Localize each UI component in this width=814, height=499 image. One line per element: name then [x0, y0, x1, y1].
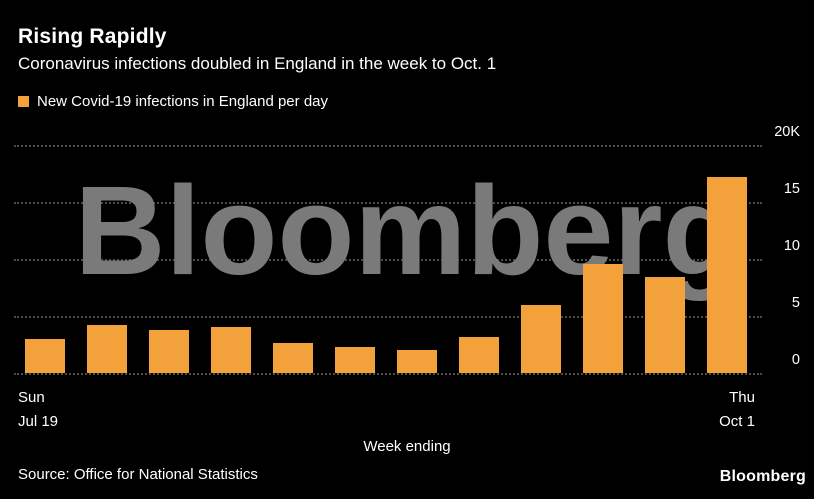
bar — [707, 176, 747, 373]
bar — [459, 336, 499, 373]
gridline — [14, 316, 762, 318]
gridline — [14, 145, 762, 147]
gridline — [14, 259, 762, 261]
bar — [335, 346, 375, 373]
bar — [397, 350, 437, 373]
y-axis-tick-label: 10 — [783, 238, 800, 254]
bloomberg-watermark: Bloomberg — [74, 160, 740, 301]
x-axis-first-tick-date: Jul 19 — [18, 413, 59, 430]
y-axis-tick-label: 20K — [774, 124, 800, 140]
bar — [273, 343, 313, 373]
gridline — [14, 202, 762, 204]
x-axis-first-tick-day: Sun — [18, 389, 45, 406]
bar-series — [25, 145, 747, 373]
chart-title: Rising Rapidly — [18, 25, 167, 48]
y-axis-tick-label: 0 — [791, 352, 800, 368]
legend: New Covid-19 infections in England per d… — [18, 93, 328, 110]
x-axis-last-tick: Thu Oct 1 — [719, 386, 755, 434]
bar — [211, 327, 251, 373]
source-attribution: Source: Office for National Statistics — [18, 466, 258, 483]
x-axis-first-tick: Sun Jul 19 — [18, 386, 58, 434]
y-axis-tick-label: 15 — [783, 181, 800, 197]
x-axis-last-tick-date: Oct 1 — [719, 413, 755, 430]
bar — [645, 277, 685, 373]
bar — [149, 329, 189, 373]
plot-area — [14, 145, 762, 375]
bloomberg-logo: Bloomberg — [719, 468, 806, 485]
bar — [521, 304, 561, 373]
gridline — [14, 373, 762, 375]
y-axis-tick-label: 5 — [791, 295, 800, 311]
x-axis-last-tick-day: Thu — [729, 389, 755, 406]
chart-subtitle: Coronavirus infections doubled in Englan… — [18, 54, 497, 73]
x-axis-title: Week ending — [363, 438, 451, 455]
bar — [25, 338, 65, 373]
bar — [87, 325, 127, 373]
legend-label: New Covid-19 infections in England per d… — [37, 93, 328, 110]
legend-swatch — [18, 96, 29, 107]
bar — [583, 263, 623, 373]
